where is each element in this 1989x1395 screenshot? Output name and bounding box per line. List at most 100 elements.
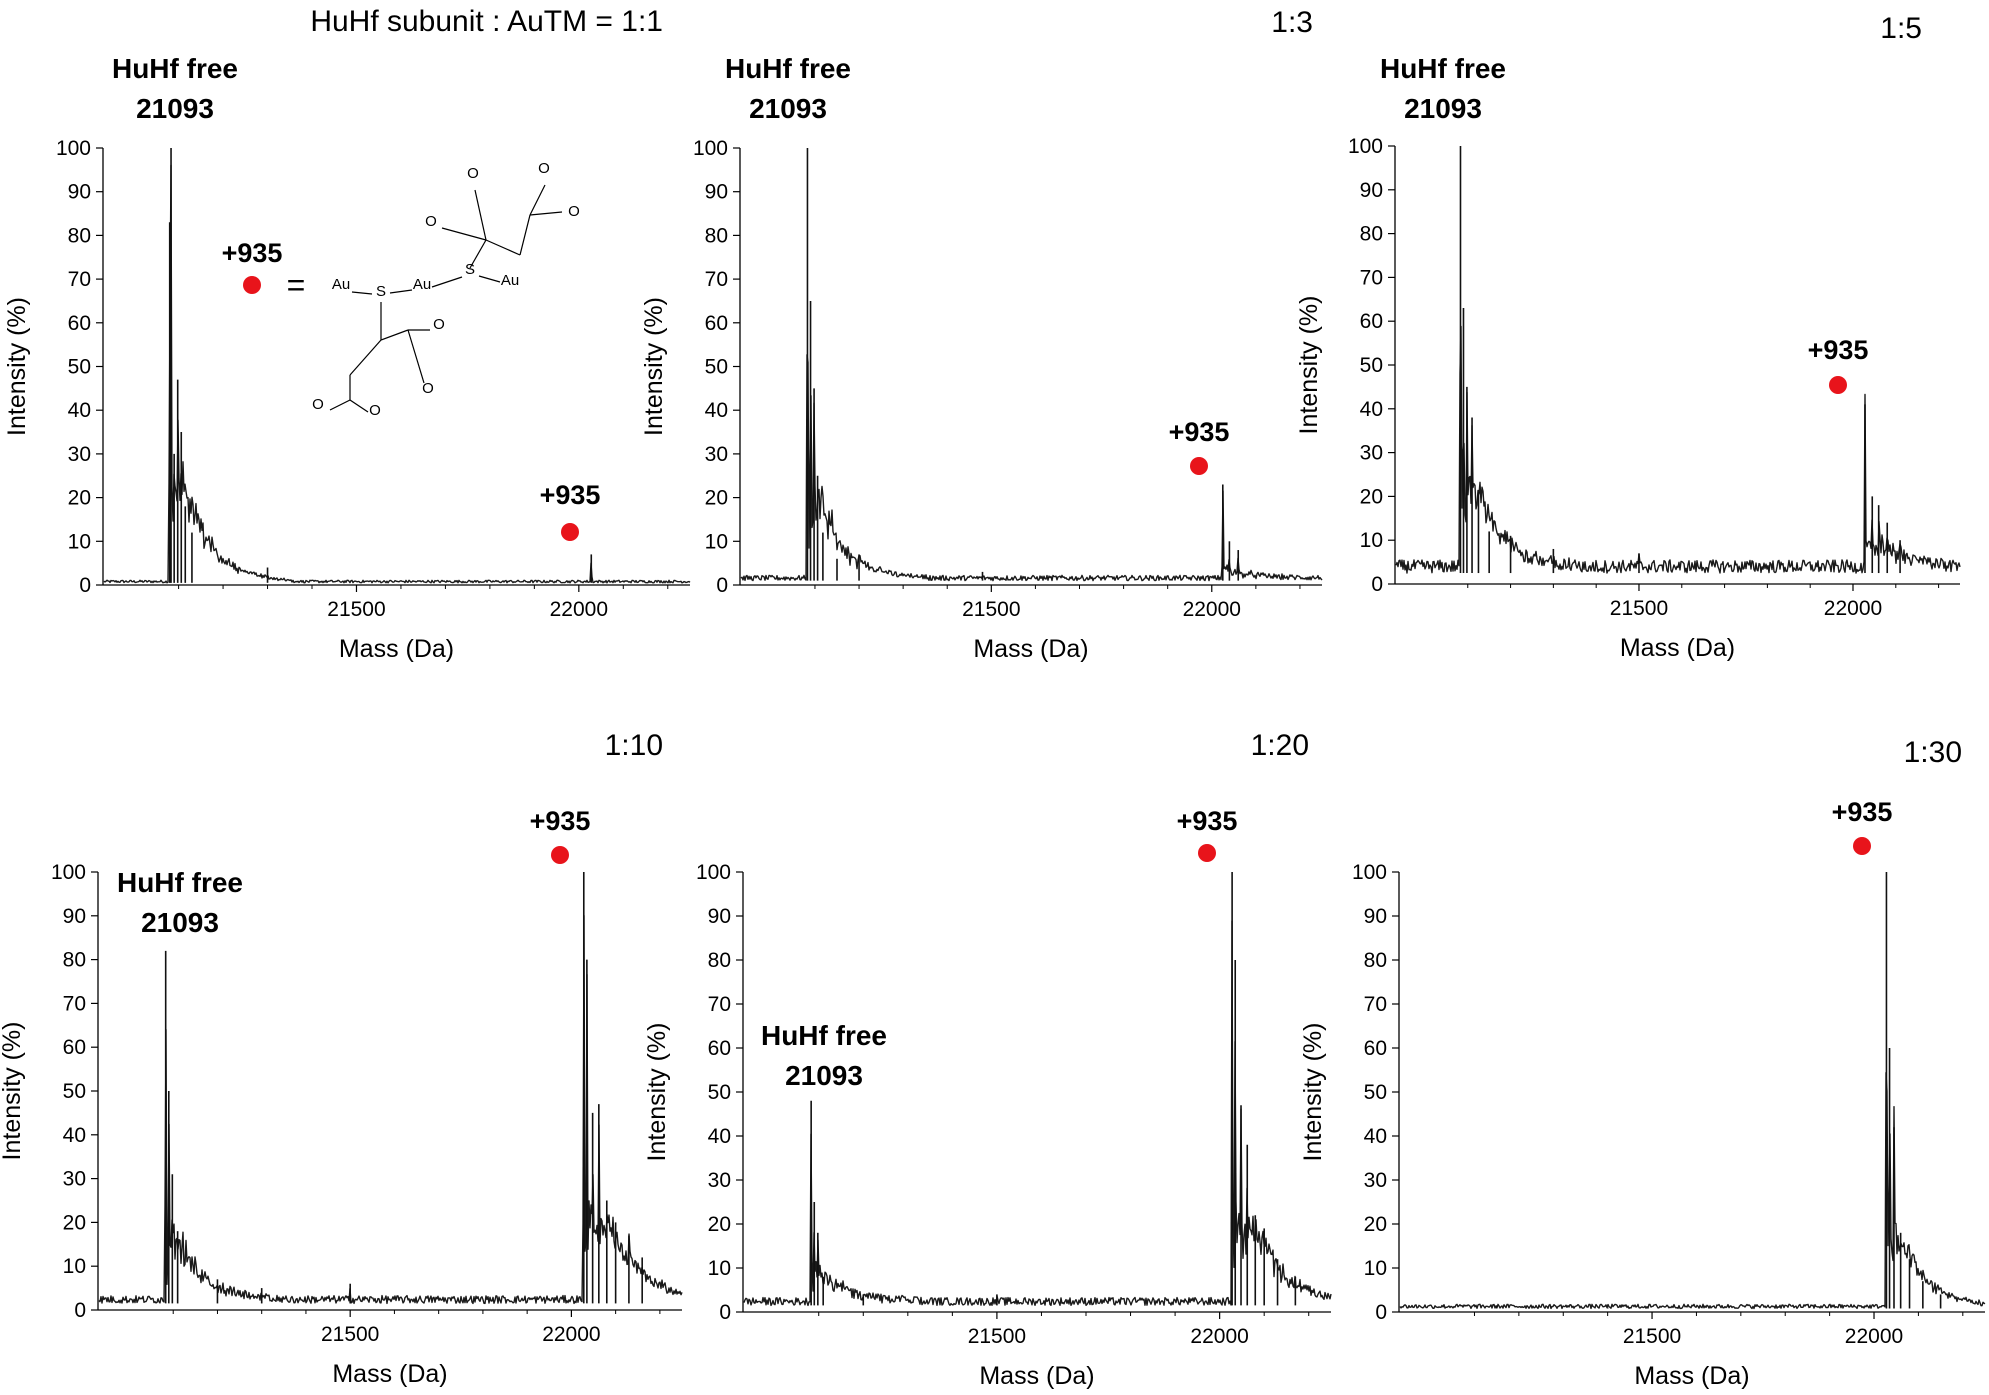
- adduct-marker: [1829, 376, 1847, 394]
- bond: [474, 189, 487, 241]
- y-tick-label: 80: [705, 224, 728, 247]
- x-tick-label: 21500: [321, 1323, 379, 1346]
- y-axis-label: Intensity (%): [640, 297, 668, 436]
- bond: [529, 184, 546, 216]
- y-tick-label: 30: [63, 1168, 86, 1191]
- spectrum-panel-4: 0 10 20 30 40 50 60 70 80 90 100 21500 22000 Mass (Da…: [0, 729, 683, 1388]
- y-tick-label: 10: [1360, 529, 1383, 552]
- y-tick-label: 0: [719, 1301, 731, 1324]
- bond: [431, 276, 463, 288]
- free-peak-mass: 21093: [141, 907, 219, 938]
- y-axis-label: Intensity (%): [3, 297, 31, 436]
- y-tick-label: 80: [68, 224, 91, 247]
- y-tick-label: 40: [708, 1125, 731, 1148]
- y-tick-label: 40: [63, 1124, 86, 1147]
- y-tick-label: 20: [68, 487, 91, 510]
- bond: [349, 339, 382, 376]
- free-peak-label: HuHf free: [725, 53, 851, 84]
- y-tick-label: 40: [68, 399, 91, 422]
- atom-o2: O: [425, 213, 437, 230]
- free-peak-mass: 21093: [1404, 93, 1482, 124]
- adduct-label: +935: [1169, 417, 1230, 447]
- y-tick-label: 90: [63, 905, 86, 928]
- free-peak-label: HuHf free: [112, 53, 238, 84]
- y-tick-label: 20: [705, 487, 728, 510]
- spectrum-panel-1: 0 10 20 30 40 50 60 70 80 90 100 21500 22000 Mass (Da…: [3, 5, 691, 663]
- x-axis-label: Mass (Da): [1620, 634, 1735, 662]
- y-axis-label: Intensity (%): [0, 1022, 26, 1161]
- x-tick-label: 22000: [550, 598, 608, 621]
- bond: [478, 275, 501, 283]
- ratio-label: 1:30: [1904, 736, 1962, 769]
- autm-structure: +935= Au S Au S Au O O O O O O O O: [222, 160, 580, 419]
- legend-marker: [243, 276, 261, 294]
- atom-o5: O: [433, 316, 445, 333]
- free-peak-mass: 21093: [136, 93, 214, 124]
- bond: [349, 399, 369, 413]
- x-tick-label: 22000: [1845, 1325, 1903, 1348]
- y-tick-label: 10: [708, 1257, 731, 1280]
- atom-o6: O: [422, 380, 434, 397]
- y-tick-label: 50: [705, 356, 728, 379]
- y-tick-label: 90: [1364, 905, 1387, 928]
- y-tick-label: 20: [708, 1213, 731, 1236]
- spectrum-panel-6: 0 10 20 30 40 50 60 70 80 90 100 21500 22000 Mass (Da…: [1299, 736, 1986, 1390]
- y-tick-label: 100: [51, 861, 86, 884]
- y-tick-label: 70: [1364, 993, 1387, 1016]
- x-tick-label: 21500: [327, 598, 385, 621]
- ratio-label: 1:5: [1880, 12, 1922, 45]
- y-tick-label: 30: [1360, 442, 1383, 465]
- y-tick-label: 100: [1352, 861, 1387, 884]
- spectrum-panel-2: 0 10 20 30 40 50 60 70 80 90 100 21500 22000 Mass (Da…: [640, 6, 1323, 663]
- y-tick-label: 70: [705, 268, 728, 291]
- bond: [441, 227, 487, 241]
- y-tick-label: 60: [708, 1037, 731, 1060]
- y-tick-label: 20: [1360, 485, 1383, 508]
- bond: [329, 399, 351, 411]
- y-tick-label: 70: [1360, 266, 1383, 289]
- ratio-label: 1:20: [1251, 729, 1309, 762]
- atom-o1: O: [467, 165, 479, 182]
- bond: [519, 214, 531, 256]
- x-axis-label: Mass (Da): [332, 1360, 447, 1388]
- x-tick-label: 22000: [1824, 597, 1882, 620]
- y-tick-label: 60: [63, 1036, 86, 1059]
- y-tick-label: 40: [705, 399, 728, 422]
- atom-s2: S: [465, 261, 475, 278]
- bond: [469, 239, 487, 269]
- bond: [485, 239, 521, 256]
- bond: [380, 329, 409, 341]
- y-tick-label: 40: [1360, 398, 1383, 421]
- y-tick-label: 60: [705, 312, 728, 335]
- y-tick-label: 10: [68, 530, 91, 553]
- y-tick-label: 90: [705, 181, 728, 204]
- bond: [407, 329, 425, 384]
- free-peak-label: HuHf free: [761, 1020, 887, 1051]
- atom-o7: O: [312, 396, 324, 413]
- y-tick-label: 0: [1371, 573, 1383, 596]
- adduct-marker: [1190, 457, 1208, 475]
- spectrum-trace: [743, 920, 1332, 1307]
- atom-au2: Au: [413, 276, 431, 293]
- spectrum-trace: [103, 164, 691, 584]
- free-peak-mass: 21093: [785, 1060, 863, 1091]
- bond: [351, 291, 373, 295]
- y-tick-label: 80: [1364, 949, 1387, 972]
- y-tick-label: 50: [1364, 1081, 1387, 1104]
- y-axis-label: Intensity (%): [1295, 296, 1323, 435]
- y-tick-label: 50: [708, 1081, 731, 1104]
- y-axis-label: Intensity (%): [643, 1023, 671, 1162]
- adduct-label: +935: [540, 480, 601, 510]
- y-tick-label: 30: [68, 443, 91, 466]
- free-peak-mass: 21093: [749, 93, 827, 124]
- y-tick-label: 20: [1364, 1213, 1387, 1236]
- ratio-label: 1:10: [605, 729, 663, 762]
- y-tick-label: 100: [1348, 135, 1383, 158]
- y-tick-label: 90: [708, 905, 731, 928]
- adduct-marker: [1853, 837, 1871, 855]
- spectrum-trace: [740, 354, 1323, 582]
- x-tick-label: 21500: [968, 1325, 1026, 1348]
- y-tick-label: 60: [1360, 310, 1383, 333]
- y-tick-label: 100: [696, 861, 731, 884]
- x-tick-label: 22000: [542, 1323, 600, 1346]
